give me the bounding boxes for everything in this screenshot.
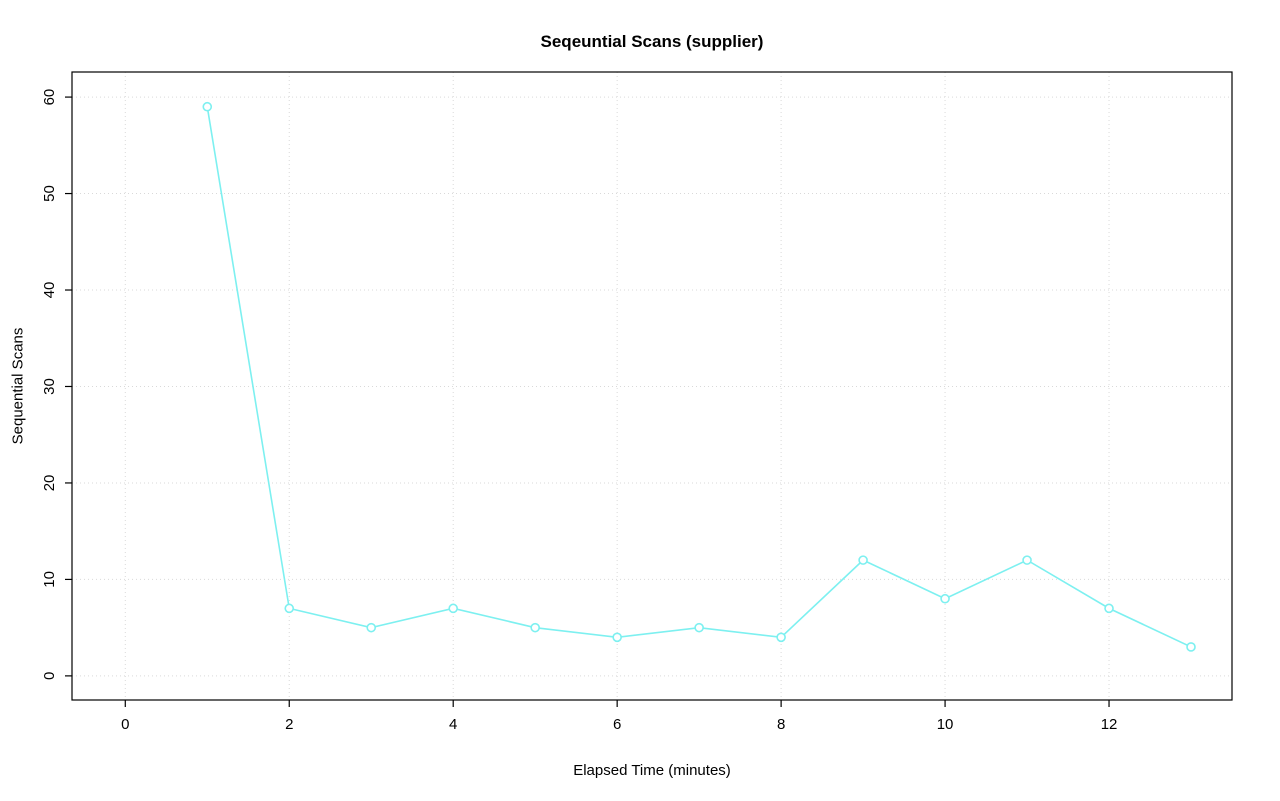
data-point bbox=[694, 622, 704, 633]
y-tick-label: 30 bbox=[41, 378, 58, 395]
x-tick-label: 4 bbox=[449, 716, 457, 733]
x-tick-label: 10 bbox=[937, 716, 954, 733]
data-point bbox=[530, 622, 540, 633]
y-tick-label: 0 bbox=[41, 672, 58, 680]
data-point bbox=[366, 622, 377, 633]
data-point bbox=[1022, 555, 1032, 565]
data-point bbox=[1104, 603, 1114, 614]
data-point bbox=[612, 632, 622, 643]
x-tick-label: 0 bbox=[121, 716, 129, 733]
y-tick-label: 50 bbox=[41, 185, 58, 202]
x-axis-label: Elapsed Time (minutes) bbox=[573, 762, 731, 779]
data-point bbox=[776, 632, 786, 643]
data-point bbox=[1186, 642, 1196, 652]
data-point bbox=[448, 603, 459, 614]
x-tick-label: 2 bbox=[285, 716, 293, 733]
chart-title: Seqeuntial Scans (supplier) bbox=[540, 32, 764, 51]
data-point bbox=[284, 603, 295, 614]
data-point bbox=[202, 101, 213, 112]
y-tick-label: 10 bbox=[41, 571, 58, 588]
y-tick-label: 20 bbox=[41, 475, 58, 492]
data-point bbox=[858, 555, 868, 565]
x-tick-label: 8 bbox=[777, 716, 785, 733]
y-tick-label: 60 bbox=[41, 89, 58, 106]
x-tick-label: 12 bbox=[1101, 716, 1118, 733]
y-tick-label: 40 bbox=[41, 282, 58, 299]
data-point bbox=[940, 593, 950, 604]
data-line bbox=[206, 106, 1192, 648]
x-tick-label: 6 bbox=[613, 716, 621, 733]
